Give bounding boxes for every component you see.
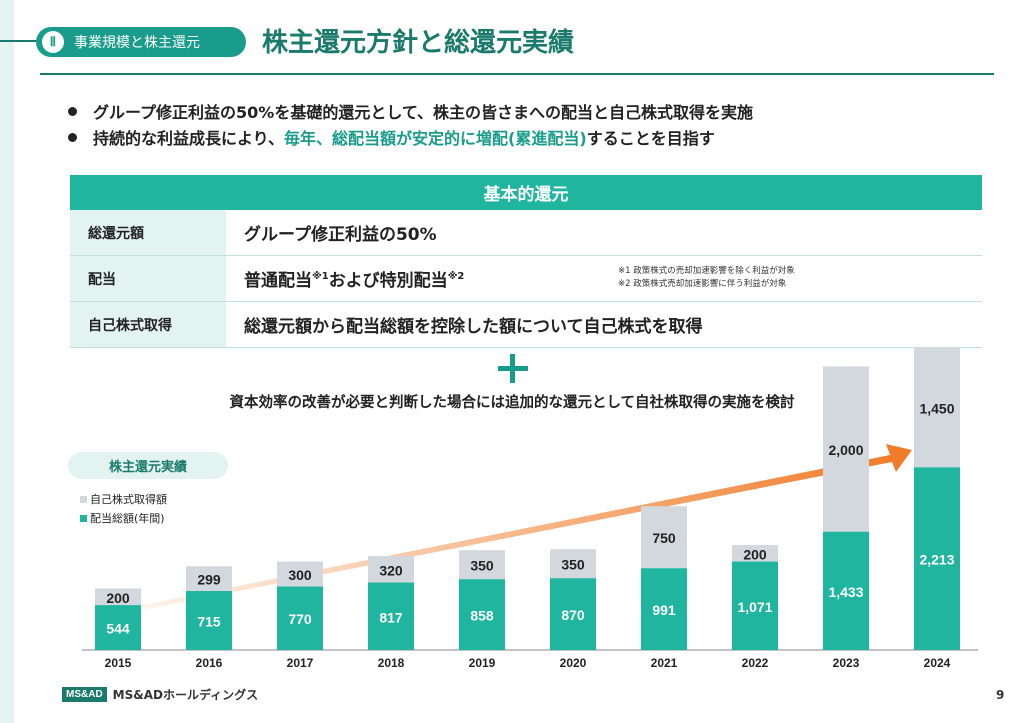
- table-row: 自己株式取得 総還元額から配当総額を控除した額について自己株式を取得: [70, 302, 982, 348]
- buyback-value-label: 750: [652, 530, 676, 546]
- dividend-bar: [550, 578, 596, 650]
- dividend-value-label: 991: [652, 602, 676, 618]
- dividend-bar: [277, 586, 323, 650]
- buyback-value-label: 2,000: [828, 442, 863, 458]
- buyback-bar: [732, 545, 778, 562]
- policy-table-header: 基本的還元: [70, 175, 982, 210]
- row-key: 配当: [70, 256, 226, 301]
- dividend-value-label: 817: [379, 609, 403, 625]
- special-dividend: および特別配当: [328, 271, 448, 291]
- additional-return-note: 資本効率の改善が必要と判断した場合には追加的な還元として自社株取得の実施を検討: [229, 395, 795, 411]
- bullet-dot-icon: [68, 132, 77, 142]
- buyback-bar: [368, 556, 414, 583]
- buyback-bar: [277, 561, 323, 587]
- buyback-bar: [914, 347, 960, 468]
- dividend-value-label: 770: [288, 611, 312, 627]
- dividend-value-label: 544: [106, 621, 130, 637]
- buyback-bar: [641, 506, 687, 569]
- footnote-1: ※1 政策株式の売却加速影響を除く利益が対象: [618, 266, 795, 276]
- company-logo: MS&AD: [62, 687, 107, 702]
- section-label: 事業規模と株主還元: [74, 35, 200, 51]
- bullet-text-highlight: 毎年、総配当額が安定的に増配(累進配当): [284, 129, 587, 148]
- table-row: 総還元額 グループ修正利益の50%: [70, 210, 982, 256]
- buyback-value-label: 299: [197, 572, 221, 588]
- footnote-ref-1: ※1: [312, 271, 329, 282]
- chart-title-pill: 株主還元実績: [68, 452, 228, 479]
- legend-buyback: 自己株式取得額: [80, 491, 167, 507]
- dividend-bar: [732, 561, 778, 650]
- legend-label-buyback: 自己株式取得額: [90, 493, 167, 506]
- dividend-value-label: 1,071: [737, 599, 772, 615]
- dividend-bar: [641, 568, 687, 650]
- buyback-bar: [550, 549, 596, 579]
- title-divider: [40, 73, 994, 75]
- x-tick-label: 2016: [196, 656, 223, 670]
- buyback-value-label: 200: [106, 590, 130, 606]
- bullet-item: 持続的な利益成長により、 毎年、総配当額が安定的に増配(累進配当) することを目指す: [68, 125, 715, 149]
- dividend-bar: [95, 605, 141, 650]
- company-name: MS&ADホールディングス: [112, 688, 259, 702]
- legend-dividend: 配当総額(年間): [80, 510, 165, 526]
- legend-label-dividend: 配当総額(年間): [90, 512, 165, 525]
- table-row: 配当 普通配当 ※1 および特別配当 ※2 ※1 政策株式の売却加速影響を除く利益が対…: [70, 256, 982, 302]
- left-accent-bar: [0, 0, 14, 723]
- dividend-bar: [914, 467, 960, 650]
- buyback-value-label: 320: [379, 562, 403, 578]
- dividend-value-label: 870: [561, 607, 585, 623]
- dividend-bar: [186, 590, 232, 650]
- row-key: 自己株式取得: [70, 302, 226, 347]
- dividend-bar: [368, 582, 414, 650]
- page-title: 株主還元方針と総還元実績: [262, 28, 575, 58]
- x-tick-label: 2020: [560, 656, 587, 670]
- x-tick-label: 2018: [378, 656, 405, 670]
- section-number: Ⅱ: [42, 31, 64, 53]
- x-tick-label: 2023: [833, 656, 860, 670]
- bullet-dot-icon: [68, 106, 77, 116]
- row-value: 総還元額から配当総額を控除した額について自己株式を取得: [244, 317, 703, 337]
- x-tick-label: 2021: [651, 656, 678, 670]
- buyback-value-label: 350: [561, 557, 585, 573]
- legend-swatch-buyback: [80, 495, 87, 503]
- dividend-value-label: 858: [470, 608, 494, 624]
- footnote-2: ※2 政策株式売却加速影響に伴う利益が対象: [618, 279, 787, 289]
- policy-table: 基本的還元 総還元額 グループ修正利益の50% 配当 普通配当 ※1 および特別配当…: [70, 175, 982, 348]
- legend-swatch-dividend: [80, 514, 87, 522]
- footer-brand: MS&AD MS&ADホールディングス: [62, 686, 258, 703]
- plus-icon: [510, 354, 515, 383]
- bullet-text: グループ修正利益の50%を基礎的還元として、株主の皆さまへの配当と自己株式取得を…: [93, 103, 754, 122]
- buyback-bar: [823, 366, 869, 532]
- x-tick-label: 2019: [469, 656, 496, 670]
- section-pill: Ⅱ 事業規模と株主還元: [36, 27, 246, 57]
- footnotes: ※1 政策株式の売却加速影響を除く利益が対象 ※2 政策株式売却加速影響に伴う利…: [618, 265, 795, 291]
- dividend-bar: [459, 579, 505, 650]
- x-tick-label: 2015: [105, 656, 132, 670]
- buyback-value-label: 1,450: [919, 400, 954, 416]
- dividend-value-label: 715: [197, 613, 221, 629]
- dividend-value-label: 1,433: [828, 584, 863, 600]
- bullet-text-before: 持続的な利益成長により、: [93, 129, 285, 148]
- row-key: 総還元額: [70, 210, 226, 255]
- dividend-value-label: 2,213: [919, 552, 954, 568]
- page-number: 9: [996, 688, 1005, 702]
- dividend-bar: [823, 531, 869, 650]
- buyback-value-label: 200: [743, 546, 767, 562]
- footnote-ref-2: ※2: [447, 271, 465, 282]
- buyback-bar: [459, 550, 505, 580]
- x-tick-label: 2022: [742, 656, 769, 670]
- regular-dividend: 普通配当: [244, 271, 312, 291]
- buyback-bar: [95, 588, 141, 606]
- row-value: 普通配当 ※1 および特別配当 ※2 ※1 政策株式の売却加速影響を除く利益が対象 ※…: [226, 256, 982, 301]
- buyback-value-label: 300: [288, 567, 312, 583]
- x-tick-label: 2017: [287, 656, 314, 670]
- buyback-bar: [186, 566, 232, 591]
- header-accent-line: [0, 40, 60, 42]
- bullet-text-after: することを目指す: [586, 129, 715, 148]
- x-tick-label: 2024: [924, 656, 951, 670]
- row-value: グループ修正利益の50%: [244, 225, 437, 245]
- bullet-item: グループ修正利益の50%を基礎的還元として、株主の皆さまへの配当と自己株式取得を…: [68, 99, 753, 123]
- buyback-value-label: 350: [470, 558, 494, 574]
